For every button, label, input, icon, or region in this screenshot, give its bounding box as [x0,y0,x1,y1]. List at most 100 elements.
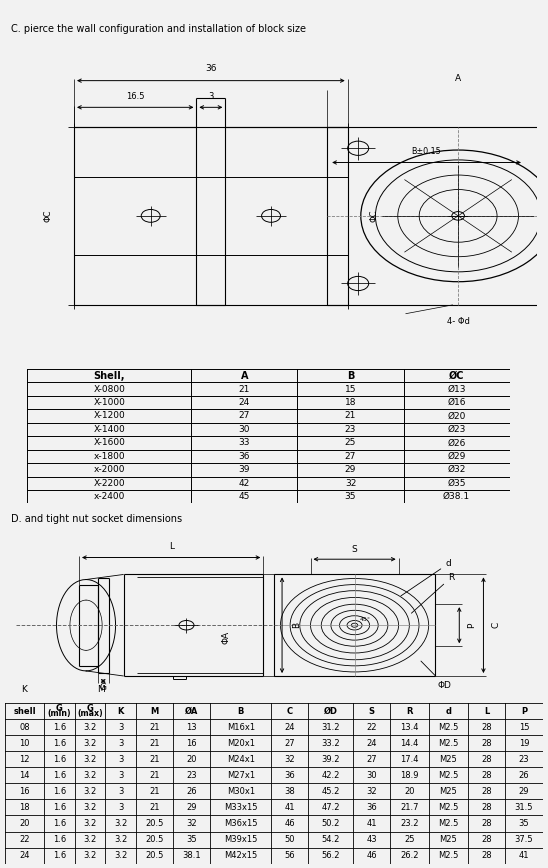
Text: R: R [412,573,455,613]
Text: 35: 35 [518,819,529,828]
Text: 3.2: 3.2 [83,852,96,860]
Text: 1.6: 1.6 [53,755,66,764]
Text: 25: 25 [345,438,356,447]
Text: Ø20: Ø20 [447,411,466,420]
Text: G: G [100,683,107,693]
Text: (min): (min) [48,709,71,719]
Text: Ø35: Ø35 [447,479,466,488]
Text: 21.7: 21.7 [400,803,419,812]
Text: M42x15: M42x15 [224,852,258,860]
Text: shell: shell [13,707,36,715]
Text: 16.5: 16.5 [126,92,145,101]
Text: ΦC: ΦC [43,209,52,222]
Text: 4- Φd: 4- Φd [447,318,470,326]
Text: 3: 3 [118,803,123,812]
Text: X-1400: X-1400 [94,425,125,434]
Text: 47.2: 47.2 [321,803,340,812]
Text: 12: 12 [19,755,30,764]
Text: 1.6: 1.6 [53,787,66,796]
Text: X-1200: X-1200 [94,411,125,420]
Text: 16: 16 [186,739,197,747]
Text: 35: 35 [186,835,197,844]
Text: ØA: ØA [185,707,198,715]
Text: 29: 29 [519,787,529,796]
Text: ΦC: ΦC [369,209,379,222]
Text: 45.2: 45.2 [322,787,340,796]
Text: 43: 43 [366,835,377,844]
Text: 56: 56 [284,852,295,860]
Text: M2.5: M2.5 [438,739,459,747]
Text: G: G [56,704,62,713]
Text: 24: 24 [19,852,30,860]
Text: B: B [237,707,244,715]
Text: M2.5: M2.5 [438,819,459,828]
Text: 16: 16 [19,787,30,796]
Text: 15: 15 [519,723,529,732]
Text: 1.6: 1.6 [53,723,66,732]
Text: 20.5: 20.5 [145,819,164,828]
Text: 32: 32 [366,787,377,796]
Text: C: C [287,707,293,715]
Text: 26.2: 26.2 [400,852,419,860]
Text: M16x1: M16x1 [227,723,255,732]
Text: B±0.15: B±0.15 [412,147,442,156]
Text: 3.2: 3.2 [83,739,96,747]
Text: 10: 10 [19,739,30,747]
Text: M: M [151,707,159,715]
Text: 28: 28 [482,787,492,796]
Text: C: C [492,622,500,628]
Text: A: A [241,371,248,381]
Text: X-2200: X-2200 [94,479,125,488]
Text: x-1800: x-1800 [94,452,125,461]
Text: M25: M25 [439,787,457,796]
Text: x-2400: x-2400 [94,492,125,501]
Text: K: K [117,707,124,715]
Text: X-1600: X-1600 [94,438,125,447]
Text: 1.6: 1.6 [53,739,66,747]
Text: 46: 46 [284,819,295,828]
Text: 14.4: 14.4 [400,739,419,747]
Text: 21: 21 [150,771,160,779]
Text: 3.2: 3.2 [83,787,96,796]
Text: 3: 3 [118,771,123,779]
Text: 1.6: 1.6 [53,852,66,860]
Text: 19: 19 [519,739,529,747]
Text: 25: 25 [404,835,415,844]
Text: 41: 41 [519,852,529,860]
Text: 35: 35 [345,492,356,501]
Text: M20x1: M20x1 [227,739,255,747]
Text: B: B [292,622,301,628]
Text: 36: 36 [205,64,216,73]
Text: 1.6: 1.6 [53,819,66,828]
Text: 32: 32 [345,479,356,488]
Text: 45: 45 [239,492,250,501]
Text: 41: 41 [367,819,377,828]
Text: 15: 15 [345,385,356,393]
Text: 3: 3 [118,723,123,732]
Text: 28: 28 [482,723,492,732]
Text: 3.2: 3.2 [114,852,127,860]
Text: M2.5: M2.5 [438,771,459,779]
Text: M2.5: M2.5 [438,723,459,732]
Text: M: M [98,685,105,694]
Text: ΦD: ΦD [421,661,452,690]
Text: R: R [406,707,413,715]
Text: 23: 23 [345,425,356,434]
Text: M24x1: M24x1 [227,755,255,764]
Text: (max): (max) [77,709,103,719]
Text: 3: 3 [118,739,123,747]
Text: 38.1: 38.1 [182,852,201,860]
Text: 21: 21 [239,385,250,393]
Text: M30x1: M30x1 [227,787,255,796]
Text: 36: 36 [239,452,250,461]
Text: 28: 28 [482,771,492,779]
Text: 20.5: 20.5 [145,852,164,860]
Text: 31.5: 31.5 [515,803,533,812]
Text: 31.2: 31.2 [321,723,340,732]
Text: 1.6: 1.6 [53,771,66,779]
Text: 1.6: 1.6 [53,803,66,812]
Text: 39.2: 39.2 [321,755,340,764]
Text: M36x15: M36x15 [224,819,258,828]
Text: 17.4: 17.4 [400,755,419,764]
Text: 37.5: 37.5 [515,835,533,844]
